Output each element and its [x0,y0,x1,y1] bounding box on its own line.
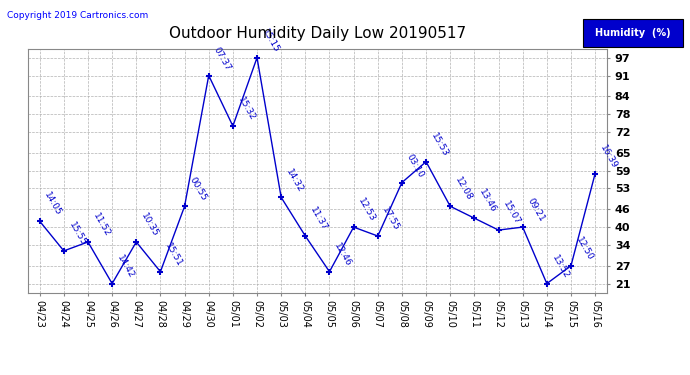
Text: Outdoor Humidity Daily Low 20190517: Outdoor Humidity Daily Low 20190517 [169,26,466,41]
Text: 17:55: 17:55 [381,206,402,232]
Text: 15:55: 15:55 [67,220,88,248]
Text: 12:08: 12:08 [453,176,474,203]
Text: 07:37: 07:37 [212,45,233,72]
Text: 12:50: 12:50 [574,236,595,262]
Text: 15:53: 15:53 [429,131,450,158]
Text: 12:46: 12:46 [333,242,353,268]
Text: 14:42: 14:42 [115,254,135,280]
Text: 00:55: 00:55 [188,176,208,203]
Text: Humidity  (%): Humidity (%) [595,28,671,38]
Text: 09:21: 09:21 [526,197,546,223]
Text: 13:52: 13:52 [550,253,571,280]
Text: 15:32: 15:32 [236,96,257,123]
Text: 11:37: 11:37 [308,206,329,232]
Text: 13:46: 13:46 [477,188,498,214]
Text: 11:52: 11:52 [91,211,112,238]
Text: 16:39: 16:39 [598,143,619,170]
Text: 03:10: 03:10 [405,152,426,179]
Text: 14:05: 14:05 [43,191,63,217]
Text: 15:07: 15:07 [502,200,522,226]
Text: 15:51: 15:51 [164,241,184,268]
Text: Copyright 2019 Cartronics.com: Copyright 2019 Cartronics.com [7,11,148,20]
Text: 15:15: 15:15 [260,27,281,54]
Text: 12:53: 12:53 [357,197,377,223]
Text: 10:35: 10:35 [139,211,160,238]
Text: 14:32: 14:32 [284,167,305,194]
